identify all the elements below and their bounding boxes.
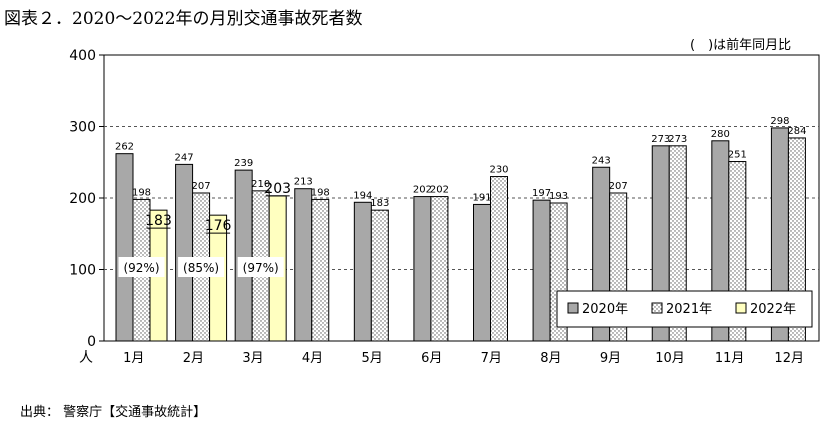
y-axis: 0 100 200 300 400 人 (69, 48, 104, 366)
data-label: 243 (592, 155, 611, 166)
data-label: 230 (489, 165, 508, 176)
bar-2021年-12月 (787, 137, 806, 342)
legend-box (556, 290, 813, 328)
x-tick-label: 7月 (481, 351, 502, 366)
bar-2020年-2月 (175, 163, 194, 342)
x-tick-label: 11月 (715, 351, 745, 366)
data-label: 298 (770, 116, 789, 127)
x-tick-label: 9月 (600, 351, 621, 366)
data-label: 273 (668, 134, 687, 145)
bar-chart: 0 100 200 300 400 人 262 198 183 (92%) 247 207 176 (8… (69, 48, 820, 366)
data-label: 176 (205, 218, 232, 234)
y-axis-label: 人 (79, 350, 93, 366)
data-label: 202 (430, 185, 449, 196)
data-label: 183 (370, 198, 389, 209)
legend-label: 2020年 (582, 302, 628, 317)
bar-2020年-6月 (413, 196, 432, 342)
chart-note: ( )は前年同月比 (690, 38, 792, 53)
bar-2020年-4月 (294, 188, 313, 342)
data-label: 198 (311, 187, 330, 198)
x-tick-label: 2月 (183, 351, 204, 366)
data-label: 202 (413, 185, 432, 196)
y-tick-label: 0 (87, 334, 96, 350)
data-label: 247 (175, 152, 194, 163)
data-label: 284 (787, 126, 806, 137)
yoy-ratio-annotation: (92%) (123, 261, 159, 275)
y-tick-label: 300 (69, 120, 96, 136)
data-label: 210 (251, 179, 270, 190)
bar-2021年-4月 (311, 198, 330, 342)
data-label: 191 (472, 192, 491, 203)
legend-swatch-2021年 (651, 302, 663, 314)
data-label: 203 (264, 181, 291, 197)
bar-2021年-5月 (370, 209, 389, 342)
data-label: 239 (234, 158, 253, 169)
yoy-ratio-annotation: (97%) (243, 261, 279, 275)
data-label: 193 (549, 191, 568, 202)
bar-2020年-1月 (115, 153, 134, 342)
data-label: 198 (132, 187, 151, 198)
bar-2020年-3月 (234, 169, 253, 342)
annotation-box (118, 257, 165, 277)
y-tick-label: 200 (69, 191, 96, 207)
legend: 2020年 2021年 2022年 (556, 290, 813, 328)
x-tick-label: 6月 (421, 351, 442, 366)
data-label: 280 (711, 129, 730, 140)
data-label: 213 (294, 177, 313, 188)
data-label: 207 (192, 181, 211, 192)
legend-label: 2022年 (750, 302, 796, 317)
data-label: 273 (651, 134, 670, 145)
x-tick-label: 5月 (361, 351, 382, 366)
data-label: 207 (609, 181, 628, 192)
x-tick-label: 3月 (242, 351, 263, 366)
gridlines (104, 126, 819, 270)
legend-swatch-2022年 (735, 302, 747, 314)
y-tick-label: 400 (69, 48, 96, 64)
x-tick-label: 1月 (123, 351, 144, 366)
y-tick-label: 100 (69, 263, 96, 279)
bar-2022年-2月 (209, 214, 228, 342)
annotation-box (178, 257, 225, 277)
bar-2020年-7月 (473, 203, 491, 342)
chart-source: 出典： 警察庁【交通事故統計】 (20, 405, 207, 420)
bar-2020年-8月 (532, 199, 551, 342)
data-label: 251 (728, 150, 747, 161)
x-axis: 1月 2月 3月 4月 5月 6月 7月 8月 9月 10月 11月 12月 (123, 351, 804, 366)
chart-title: 図表２．2020～2022年の月別交通事故死者数 (4, 9, 363, 29)
bar-2021年-7月 (490, 176, 508, 342)
x-tick-label: 12月 (774, 351, 804, 366)
legend-swatch-2020年 (567, 302, 579, 314)
yoy-ratio-annotation: (85%) (183, 261, 219, 275)
data-label: 262 (115, 142, 134, 153)
x-tick-label: 10月 (655, 351, 685, 366)
bar-2020年-5月 (353, 201, 372, 342)
x-tick-label: 4月 (302, 351, 323, 366)
data-label: 183 (145, 213, 172, 229)
data-label: 197 (532, 188, 551, 199)
bar-2021年-6月 (430, 196, 449, 342)
legend-label: 2021年 (666, 302, 712, 317)
data-label: 194 (353, 190, 372, 201)
annotation-box (237, 257, 284, 277)
x-tick-label: 8月 (540, 351, 561, 366)
